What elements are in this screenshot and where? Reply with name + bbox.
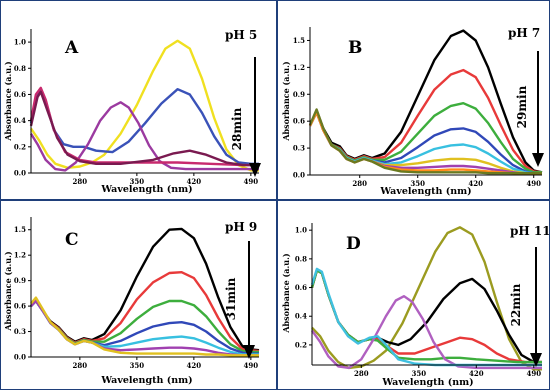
x-tick-label: 350 [411,369,426,378]
ph-label: pH 11 [510,224,550,238]
ph-label: pH 7 [508,26,540,40]
y-tick-label: 0.0 [14,169,26,178]
y-axis-label: Absorbance (a.u.) [281,253,291,334]
time-arrow-head [249,163,261,177]
series-line-4 [29,86,259,167]
x-axis-label: Wavelength (nm) [379,186,471,197]
chart-c: 280 350 420 490 0.0 0.3 0.6 0.9 1.2 1.5 Wavelengt… [3,217,260,386]
y-tick-label: 0.6 [293,117,305,126]
y-axis-label: Absorbance (a.u.) [3,251,13,332]
y-tick-label: 0.0 [293,171,305,180]
x-tick-label: 350 [410,179,425,188]
y-axis-label: Absorbance (a.u.) [281,61,291,142]
x-tick-label: 490 [526,179,541,188]
y-tick-label: 0.6 [14,90,26,99]
x-tick-label: 350 [130,361,145,370]
y-tick-label: 1.0 [14,38,26,47]
chart-d: 280 350 420 490 0.2 0.4 0.6 0.8 1.0 Wavelength (… [281,223,550,388]
x-tick-label: 490 [244,177,259,186]
x-tick-label: 490 [526,369,541,378]
y-tick-label: 0.2 [295,340,307,349]
ph-label: pH 5 [225,28,257,42]
plot-lines [29,39,259,172]
x-tick-label: 280 [73,361,88,370]
y-tick-label: 0.2 [14,142,26,151]
time-arrow-head [243,345,255,359]
series-line-6 [310,267,542,367]
panel-letter: C [65,230,79,250]
series-line-7 [30,296,259,357]
axis-ticks: 280 350 420 490 0.0 0.3 0.6 0.9 1.2 1.5 [14,225,258,370]
series-line-5 [29,90,259,167]
series-line-3 [310,269,542,364]
y-tick-label: 1.2 [14,251,26,260]
y-tick-label: 0.6 [14,302,26,311]
x-tick-label: 420 [187,361,202,370]
x-axis-label: Wavelength (nm) [381,377,473,388]
x-tick-label: 420 [469,369,484,378]
x-tick-label: 350 [130,177,145,186]
x-axis-label: Wavelength (nm) [100,375,192,386]
y-tick-label: 0.4 [295,312,307,321]
y-tick-label: 0.8 [14,64,26,73]
time-arrow-head [532,153,544,167]
series-line-1 [30,39,259,172]
chart-b: 280 350 420 490 0.0 0.3 0.6 0.9 1.2 1.5 Wavelengt… [281,26,544,197]
y-tick-label: 0.0 [14,353,26,362]
plot-lines [30,227,260,357]
x-axis-label: Wavelength (nm) [100,184,192,195]
y-tick-label: 1.5 [14,225,26,234]
axis-ticks: 280 350 420 490 0.0 0.3 0.6 0.9 1.2 1.5 [293,36,541,188]
panel-letter: B [348,38,362,58]
y-tick-label: 0.4 [14,116,26,125]
axis-ticks: 280 350 420 490 0.2 0.4 0.6 0.8 1.0 [295,226,541,378]
series-line-9 [308,108,542,175]
y-axis-label: Absorbance (a.u.) [3,61,13,142]
panel-letter: A [64,38,79,58]
y-tick-label: 0.6 [295,283,307,292]
y-tick-label: 1.2 [293,63,305,72]
x-tick-label: 420 [187,177,202,186]
x-tick-label: 280 [352,179,367,188]
panel-letter: D [346,234,361,254]
series-line-3 [29,101,259,172]
panel-a: 280 350 420 490 0.0 0.2 0.4 0.6 0.8 1.0 Wavelengt… [0,0,277,200]
panel-b: 280 350 420 490 0.0 0.3 0.6 0.9 1.2 1.5 Wavelengt… [277,0,550,200]
time-label: 28min [230,107,244,150]
time-label: 29min [515,85,529,128]
x-tick-label: 490 [244,361,259,370]
y-tick-label: 1.0 [295,226,307,235]
time-arrow-head [530,353,542,367]
x-tick-label: 420 [468,179,483,188]
plot-lines [308,29,543,176]
y-tick-label: 0.8 [295,254,307,263]
panel-c: 280 350 420 490 0.0 0.3 0.6 0.9 1.2 1.5 Wavelengt… [0,200,277,390]
y-tick-label: 0.9 [14,276,26,285]
y-tick-label: 1.5 [293,36,305,45]
y-tick-label: 0.3 [293,144,305,153]
time-label: 31min [224,277,238,320]
x-tick-label: 280 [354,369,369,378]
series-line-1 [308,29,543,174]
x-tick-label: 280 [73,177,88,186]
ph-label: pH 9 [225,220,257,234]
panel-d: 280 350 420 490 0.2 0.4 0.6 0.8 1.0 Wavelength (… [277,200,550,390]
y-tick-label: 0.3 [14,327,26,336]
chart-a: 280 350 420 490 0.0 0.2 0.4 0.6 0.8 1.0 Wavelengt… [3,28,261,195]
y-tick-label: 0.9 [293,90,305,99]
time-label: 22min [509,283,523,326]
axis-ticks: 280 350 420 490 0.0 0.2 0.4 0.6 0.8 1.0 [14,38,258,186]
